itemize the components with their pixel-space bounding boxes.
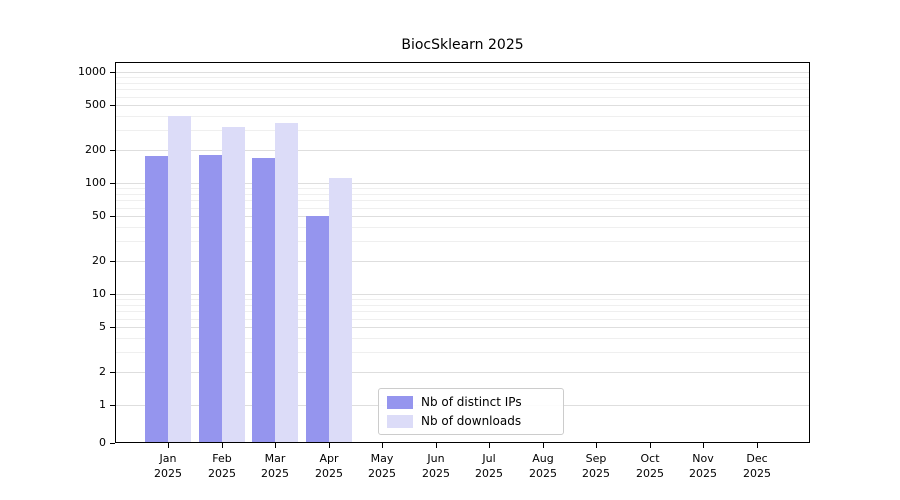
x-tick	[168, 443, 169, 448]
x-tick-label: Dec 2025	[743, 452, 771, 480]
x-tick	[275, 443, 276, 448]
y-tick	[110, 327, 115, 328]
minor-gridline	[116, 200, 809, 201]
x-tick	[222, 443, 223, 448]
y-tick-label: 500	[85, 98, 106, 111]
bar-downloads-mar	[275, 123, 298, 442]
minor-gridline	[116, 83, 809, 84]
minor-gridline	[116, 227, 809, 228]
legend-label-distinct-ips: Nb of distinct IPs	[421, 395, 522, 409]
minor-gridline	[116, 97, 809, 98]
bar-downloads-feb	[222, 127, 245, 442]
legend-item-distinct-ips: Nb of distinct IPs	[387, 395, 555, 409]
minor-gridline	[116, 352, 809, 353]
bar-distinct-ips-mar	[252, 158, 275, 442]
x-tick	[382, 443, 383, 448]
bar-downloads-apr	[329, 178, 352, 442]
y-tick-label: 10	[92, 287, 106, 300]
x-tick	[757, 443, 758, 448]
y-tick	[110, 405, 115, 406]
minor-gridline	[116, 311, 809, 312]
x-tick	[329, 443, 330, 448]
minor-gridline	[116, 338, 809, 339]
legend-swatch-downloads-icon	[387, 414, 413, 428]
minor-gridline	[116, 208, 809, 209]
major-gridline	[116, 150, 809, 151]
minor-gridline	[116, 305, 809, 306]
y-tick-label: 5	[99, 320, 106, 333]
minor-gridline	[116, 188, 809, 189]
y-tick	[110, 261, 115, 262]
bar-downloads-jan	[168, 116, 191, 442]
x-tick-label: Aug 2025	[529, 452, 557, 480]
x-tick-label: Mar 2025	[261, 452, 289, 480]
y-tick	[110, 443, 115, 444]
x-tick-label: Feb 2025	[208, 452, 236, 480]
x-tick-label: Nov 2025	[689, 452, 717, 480]
minor-gridline	[116, 241, 809, 242]
minor-gridline	[116, 319, 809, 320]
minor-gridline	[116, 130, 809, 131]
x-tick-label: Apr 2025	[315, 452, 343, 480]
major-gridline	[116, 372, 809, 373]
minor-gridline	[116, 77, 809, 78]
minor-gridline	[116, 116, 809, 117]
major-gridline	[116, 216, 809, 217]
y-tick	[110, 105, 115, 106]
y-tick-label: 20	[92, 254, 106, 267]
legend: Nb of distinct IPs Nb of downloads	[378, 388, 564, 435]
y-tick-label: 100	[85, 176, 106, 189]
x-tick	[489, 443, 490, 448]
y-tick	[110, 150, 115, 151]
minor-gridline	[116, 299, 809, 300]
x-tick	[703, 443, 704, 448]
y-tick-label: 2	[99, 365, 106, 378]
x-tick-label: Sep 2025	[582, 452, 610, 480]
x-tick-label: May 2025	[368, 452, 396, 480]
x-tick-label: Jan 2025	[154, 452, 182, 480]
y-tick	[110, 72, 115, 73]
legend-label-downloads: Nb of downloads	[421, 414, 522, 428]
bar-distinct-ips-apr	[306, 216, 329, 442]
major-gridline	[116, 294, 809, 295]
minor-gridline	[116, 194, 809, 195]
x-tick-label: Jun 2025	[422, 452, 450, 480]
y-tick	[110, 294, 115, 295]
minor-gridline	[116, 89, 809, 90]
y-tick	[110, 216, 115, 217]
major-gridline	[116, 105, 809, 106]
x-tick	[543, 443, 544, 448]
legend-item-downloads: Nb of downloads	[387, 414, 555, 428]
x-tick-label: Oct 2025	[636, 452, 664, 480]
major-gridline	[116, 327, 809, 328]
x-tick-label: Jul 2025	[475, 452, 503, 480]
bar-distinct-ips-feb	[199, 155, 222, 442]
y-tick-label: 50	[92, 209, 106, 222]
major-gridline	[116, 261, 809, 262]
legend-swatch-distinct-ips-icon	[387, 395, 413, 409]
y-tick	[110, 372, 115, 373]
y-tick-label: 1000	[78, 65, 106, 78]
x-tick	[436, 443, 437, 448]
y-tick-label: 200	[85, 143, 106, 156]
chart-title: BiocSklearn 2025	[401, 37, 524, 53]
y-tick-label: 1	[99, 398, 106, 411]
x-tick	[650, 443, 651, 448]
y-tick-label: 0	[99, 436, 106, 449]
major-gridline	[116, 183, 809, 184]
bar-distinct-ips-jan	[145, 156, 168, 442]
y-tick	[110, 183, 115, 184]
major-gridline	[116, 72, 809, 73]
x-tick	[596, 443, 597, 448]
